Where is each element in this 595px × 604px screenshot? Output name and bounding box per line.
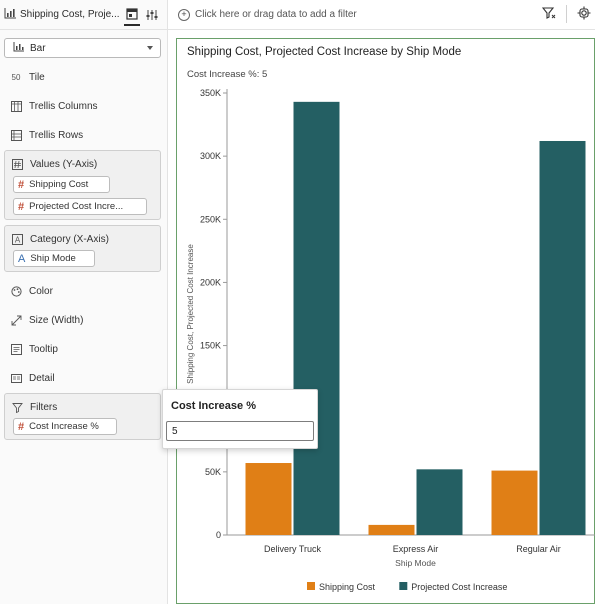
filter-bar[interactable]: + Click here or drag data to add a filte… bbox=[168, 0, 595, 30]
legend-swatch bbox=[307, 582, 315, 590]
grammar-panel: Shipping Cost, Proje... Bar 50 Tile Tr bbox=[0, 0, 168, 604]
values-label: Values (Y-Axis) bbox=[30, 158, 98, 170]
x-axis-label: Ship Mode bbox=[395, 558, 436, 568]
visualization-tab-title: Shipping Cost, Proje... bbox=[20, 9, 120, 20]
y-tick-label: 150K bbox=[200, 341, 221, 351]
filter-icon bbox=[11, 401, 23, 413]
bar-chart-icon bbox=[4, 7, 16, 22]
color-label: Color bbox=[29, 285, 53, 297]
add-icon: + bbox=[178, 8, 190, 21]
grammar-view-icon[interactable] bbox=[124, 4, 140, 26]
bar-projected-cost-increase[interactable] bbox=[416, 469, 463, 535]
bar-chart-icon bbox=[13, 41, 24, 55]
detail-icon bbox=[10, 372, 22, 384]
tooltip-row[interactable]: Tooltip bbox=[10, 343, 58, 355]
tooltip-icon bbox=[10, 343, 22, 355]
filter-pill-cost-increase[interactable]: # Cost Increase % bbox=[13, 418, 117, 435]
tile-label: Tile bbox=[29, 71, 45, 83]
tile-icon: 50 bbox=[11, 72, 21, 82]
legend-label: Shipping Cost bbox=[319, 582, 376, 592]
bar-shipping-cost[interactable] bbox=[491, 470, 538, 535]
size-row[interactable]: Size (Width) bbox=[10, 314, 83, 326]
legend-label: Projected Cost Increase bbox=[411, 582, 507, 592]
values-pill-shipping-cost[interactable]: # Shipping Cost bbox=[13, 176, 110, 193]
values-pill-label: Projected Cost Incre... bbox=[29, 201, 124, 212]
x-tick-label: Regular Air bbox=[516, 544, 561, 554]
trellis-columns-row[interactable]: Trellis Columns bbox=[10, 100, 98, 112]
category-pill-label: Ship Mode bbox=[30, 253, 76, 264]
y-tick-label: 200K bbox=[200, 277, 221, 287]
filter-options-icon[interactable] bbox=[541, 6, 556, 23]
detail-row[interactable]: Detail bbox=[10, 372, 55, 384]
add-filter-area[interactable]: + Click here or drag data to add a filte… bbox=[178, 8, 357, 21]
x-tick-label: Delivery Truck bbox=[264, 544, 322, 554]
parameter-value-input[interactable] bbox=[166, 421, 314, 441]
values-icon bbox=[11, 158, 23, 170]
chart-type-value: Bar bbox=[30, 42, 46, 54]
y-tick-label: 250K bbox=[200, 214, 221, 224]
filter-placeholder: Click here or drag data to add a filter bbox=[195, 9, 357, 20]
properties-icon[interactable] bbox=[144, 7, 160, 23]
bar-shipping-cost[interactable] bbox=[368, 524, 415, 535]
color-row[interactable]: Color bbox=[10, 285, 53, 297]
resize-icon bbox=[10, 314, 22, 326]
grammar-tabbar: Shipping Cost, Proje... bbox=[0, 0, 167, 30]
y-tick-label: 50K bbox=[205, 467, 221, 477]
category-pill-ship-mode[interactable]: A Ship Mode bbox=[13, 250, 95, 267]
detail-label: Detail bbox=[29, 372, 55, 384]
tile-row[interactable]: 50 Tile bbox=[10, 71, 45, 83]
chart-type-select[interactable]: Bar bbox=[4, 38, 161, 58]
filters-drop-zone[interactable]: Filters # Cost Increase % bbox=[4, 393, 161, 440]
bar-projected-cost-increase[interactable] bbox=[539, 140, 586, 535]
category-drop-zone[interactable]: A Category (X-Axis) A Ship Mode bbox=[4, 225, 161, 272]
measure-icon: # bbox=[18, 200, 25, 213]
legend-swatch bbox=[399, 582, 408, 590]
visualization-tab[interactable]: Shipping Cost, Proje... bbox=[4, 7, 120, 22]
bar-shipping-cost[interactable] bbox=[245, 463, 292, 535]
parameter-popover: Cost Increase % bbox=[162, 389, 318, 449]
visualization-canvas[interactable]: Shipping Cost, Projected Cost Increase b… bbox=[176, 38, 595, 604]
tooltip-label: Tooltip bbox=[29, 343, 58, 355]
chevron-down-icon bbox=[147, 46, 153, 50]
x-tick-label: Express Air bbox=[393, 544, 439, 554]
parameter-label: Cost Increase %: bbox=[187, 69, 260, 80]
category-label: Category (X-Axis) bbox=[30, 233, 109, 245]
size-label: Size (Width) bbox=[29, 314, 84, 326]
filter-bar-actions bbox=[541, 5, 591, 23]
category-title: A Category (X-Axis) bbox=[11, 233, 109, 245]
parameter-indicator: Cost Increase %: 5 bbox=[187, 69, 267, 80]
settings-icon[interactable] bbox=[577, 6, 591, 23]
y-tick-label: 300K bbox=[200, 151, 221, 161]
attribute-icon: A bbox=[18, 252, 26, 265]
parameter-icon: # bbox=[18, 420, 25, 433]
category-icon: A bbox=[11, 233, 23, 245]
y-tick-label: 0 bbox=[216, 530, 221, 540]
trellis-columns-icon bbox=[10, 100, 22, 112]
bar-chart[interactable]: 050K100K150K200K250K300K350KShipping Cos… bbox=[177, 39, 595, 604]
filter-pill-label: Cost Increase % bbox=[29, 421, 99, 432]
measure-icon: # bbox=[18, 178, 25, 191]
svg-text:A: A bbox=[14, 235, 20, 244]
filters-title: Filters bbox=[11, 401, 57, 413]
bar-projected-cost-increase[interactable] bbox=[293, 101, 340, 535]
parameter-value: 5 bbox=[261, 69, 268, 80]
trellis-rows-icon bbox=[10, 129, 22, 141]
values-pill-projected-cost[interactable]: # Projected Cost Incre... bbox=[13, 198, 147, 215]
values-pill-label: Shipping Cost bbox=[29, 179, 89, 190]
y-axis-label: Shipping Cost, Projected Cost Increase bbox=[186, 244, 195, 384]
trellis-rows-row[interactable]: Trellis Rows bbox=[10, 129, 83, 141]
values-drop-zone[interactable]: Values (Y-Axis) # Shipping Cost # Projec… bbox=[4, 150, 161, 220]
filters-label: Filters bbox=[30, 401, 58, 413]
y-tick-label: 350K bbox=[200, 88, 221, 98]
chart-title: Shipping Cost, Projected Cost Increase b… bbox=[187, 46, 462, 58]
divider bbox=[566, 5, 567, 23]
values-title: Values (Y-Axis) bbox=[11, 158, 97, 170]
popover-title: Cost Increase % bbox=[171, 400, 256, 412]
trellis-columns-label: Trellis Columns bbox=[29, 100, 98, 112]
palette-icon bbox=[10, 285, 22, 297]
trellis-rows-label: Trellis Rows bbox=[29, 129, 84, 141]
